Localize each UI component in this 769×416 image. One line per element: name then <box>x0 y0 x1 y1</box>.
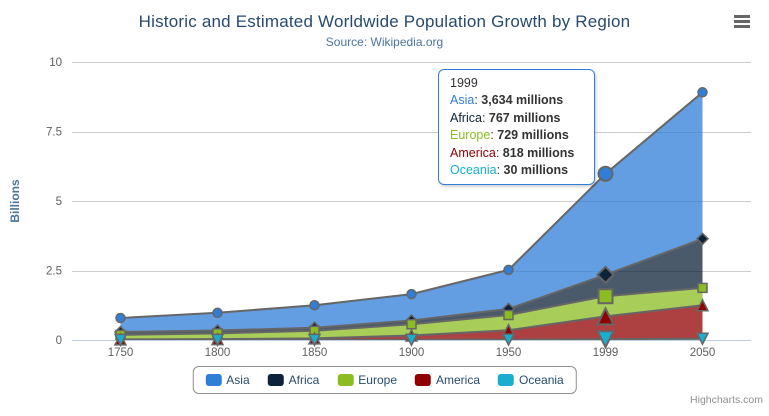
legend-label: Asia <box>226 373 250 387</box>
legend-symbol-africa <box>267 374 284 386</box>
tooltip-series-value: 818 millions <box>502 145 575 160</box>
marker-america-2050[interactable] <box>695 298 710 312</box>
tooltip-row-europe: Europe: 729 millions <box>450 128 569 143</box>
legend-label: Europe <box>358 373 398 387</box>
legend-item-oceania[interactable]: Oceania <box>498 373 564 387</box>
legend-item-asia[interactable]: Asia <box>205 373 250 387</box>
legend-item-africa[interactable]: Africa <box>267 373 320 387</box>
marker-oceania-1850[interactable] <box>307 333 322 348</box>
y-axis-label: 7.5 <box>46 127 62 139</box>
legend-symbol-america <box>415 374 432 386</box>
tooltip-series-name: Asia <box>450 93 475 108</box>
y-axis-label: 0 <box>56 335 62 347</box>
area-america[interactable] <box>120 305 703 340</box>
marker-america-1999[interactable] <box>595 306 616 326</box>
marker-europe-1999[interactable] <box>597 288 614 305</box>
marker-oceania-2050[interactable] <box>695 332 710 346</box>
marker-asia-1800[interactable] <box>212 307 223 319</box>
marker-asia-1950[interactable] <box>503 264 514 276</box>
legend-symbol-oceania <box>498 374 515 386</box>
x-axis-label: 1850 <box>302 347 328 359</box>
chart-title: Historic and Estimated Worldwide Populat… <box>138 12 631 31</box>
y-axis-label: 5 <box>56 196 62 208</box>
marker-oceania-1800[interactable] <box>210 333 225 348</box>
legend-item-europe[interactable]: Europe <box>337 373 397 387</box>
x-axis-label: 1900 <box>399 347 425 359</box>
tooltip-row-america: America: 818 millions <box>450 145 575 160</box>
y-axis-label: 10 <box>49 57 62 69</box>
legend-label: Oceania <box>519 373 564 387</box>
area-africa[interactable] <box>120 238 703 335</box>
marker-oceania-1900[interactable] <box>404 333 419 347</box>
marker-europe-1950[interactable] <box>503 309 514 321</box>
marker-oceania-1950[interactable] <box>501 333 516 347</box>
chart-subtitle: Source: Wikipedia.org <box>325 35 444 49</box>
marker-africa-2050[interactable] <box>695 232 710 246</box>
legend-label: Africa <box>288 373 320 387</box>
marker-oceania-1750[interactable] <box>113 333 128 348</box>
tooltip: 1999 Asia: 3,634 millions Africa: 767 mil… <box>438 69 595 185</box>
tooltip-series-name: America <box>450 145 496 160</box>
credits-link[interactable]: Highcharts.com <box>690 394 763 406</box>
x-axis-label: 1800 <box>205 347 231 359</box>
tooltip-series-value: 729 millions <box>497 128 569 143</box>
tooltip-row-asia: Asia: 3,634 millions <box>450 93 564 108</box>
tooltip-row-oceania: Oceania: 30 millions <box>450 163 569 178</box>
tooltip-row-africa: Africa: 767 millions <box>450 110 561 125</box>
legend-item-america[interactable]: America <box>415 373 480 387</box>
marker-asia-2050[interactable] <box>697 87 708 98</box>
tooltip-series-value: 3,634 millions <box>481 93 564 108</box>
tooltip-series-value: 767 millions <box>488 110 561 125</box>
tooltip-series-value: 30 millions <box>503 163 569 178</box>
marker-asia-1999[interactable] <box>597 165 614 182</box>
area-asia[interactable] <box>120 92 703 332</box>
marker-africa-1999[interactable] <box>596 265 615 285</box>
tooltip-series-name: Oceania <box>450 163 497 178</box>
marker-europe-1900[interactable] <box>406 318 417 330</box>
x-axis-label: 1950 <box>496 347 522 359</box>
marker-asia-1900[interactable] <box>406 288 417 300</box>
marker-europe-2050[interactable] <box>697 282 708 294</box>
tooltip-rows: Asia: 3,634 millions Africa: 767 millions… <box>450 92 588 179</box>
legend-label: America <box>436 373 481 387</box>
legend-symbol-asia <box>205 374 222 386</box>
tooltip-series-name: Africa <box>450 110 482 125</box>
marker-asia-1850[interactable] <box>309 299 320 311</box>
legend-symbol-europe <box>337 374 354 386</box>
marker-asia-1750[interactable] <box>115 312 126 324</box>
y-axis-label: 2.5 <box>46 266 62 278</box>
hamburger-menu-icon <box>731 14 753 28</box>
marker-oceania-1999[interactable] <box>595 330 616 350</box>
x-axis-label: 1999 <box>593 347 619 359</box>
tooltip-header: 1999 <box>450 76 478 90</box>
legend: Asia Africa Europe America Oceania <box>192 366 577 394</box>
x-axis-label: 1750 <box>108 347 134 359</box>
tooltip-series-name: Europe <box>450 128 491 143</box>
x-axis-label: 2050 <box>690 347 716 359</box>
context-menu-button[interactable] <box>731 11 753 31</box>
